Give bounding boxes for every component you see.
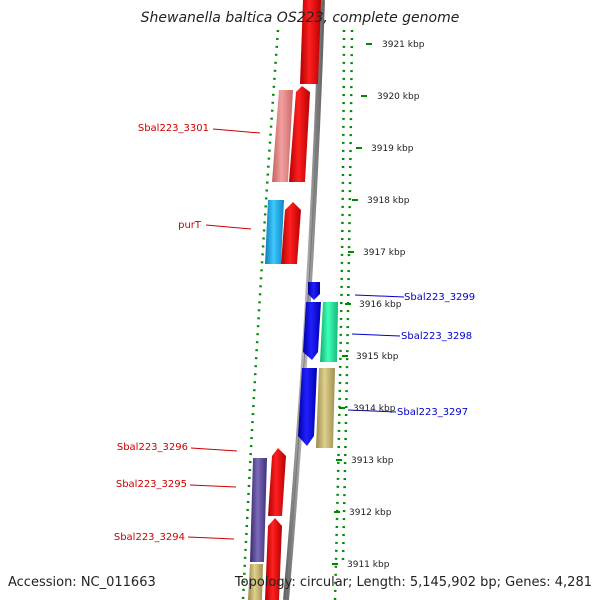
gene-khaki-3297[interactable] (316, 368, 335, 448)
gene-blue-3297[interactable] (298, 368, 317, 446)
kbp-label: 3911 kbp (347, 560, 390, 570)
kbp-label: 3915 kbp (356, 352, 399, 362)
gene-blue-3299[interactable] (308, 282, 320, 300)
gene-label-sbal223-3298[interactable]: Sbal223_3298 (401, 331, 472, 342)
topology-text: Topology: circular; Length: 5,145,902 bp… (234, 575, 592, 590)
gene-label-sbal223-3299[interactable]: Sbal223_3299 (404, 292, 475, 303)
gene-khaki-bottom[interactable] (248, 564, 263, 600)
kbp-labels: 3921 kbp 3920 kbp 3919 kbp 3918 kbp 3917… (347, 40, 425, 570)
kbp-tick-marks (332, 43, 372, 565)
gene-blue-3298[interactable] (303, 302, 321, 360)
gene-label-sbal223-3301[interactable]: Sbal223_3301 (138, 123, 209, 134)
kbp-label: 3913 kbp (351, 456, 394, 466)
gene-label-purt[interactable]: purT (178, 220, 202, 231)
gene-red-purT[interactable] (281, 202, 301, 264)
kbp-label: 3919 kbp (371, 144, 414, 154)
gene-label-sbal223-3295[interactable]: Sbal223_3295 (116, 479, 187, 490)
gene-purple-3296[interactable] (250, 458, 267, 562)
kbp-label: 3914 kbp (353, 404, 396, 414)
kbp-label: 3912 kbp (349, 508, 392, 518)
kbp-label: 3916 kbp (359, 300, 402, 310)
gene-red-top[interactable] (300, 0, 321, 84)
genome-title: Shewanella baltica OS223, complete genom… (140, 10, 460, 26)
kbp-label: 3920 kbp (377, 92, 420, 102)
gene-labels: Sbal223_3301 purT Sbal223_3299 Sbal223_3… (114, 123, 475, 543)
gene-label-sbal223-3294[interactable]: Sbal223_3294 (114, 532, 185, 543)
outer-dotted-ring (333, 29, 354, 600)
kbp-label: 3917 kbp (363, 248, 406, 258)
kbp-label: 3918 kbp (367, 196, 410, 206)
gene-label-sbal223-3296[interactable]: Sbal223_3296 (117, 442, 188, 453)
label-leader-lines (187, 128, 405, 540)
inner-dotted-ring (241, 29, 280, 600)
gene-red-3301[interactable] (289, 86, 310, 182)
gene-red-3294[interactable] (265, 518, 282, 600)
gene-cyan-purT[interactable] (265, 200, 284, 264)
kbp-label: 3921 kbp (382, 40, 425, 50)
gene-pink-3301[interactable] (272, 90, 293, 182)
gene-label-sbal223-3297[interactable]: Sbal223_3297 (397, 407, 468, 418)
accession-text: Accession: NC_011663 (8, 575, 156, 590)
gene-red-3296[interactable] (268, 448, 286, 516)
gene-teal-3298[interactable] (320, 302, 338, 362)
